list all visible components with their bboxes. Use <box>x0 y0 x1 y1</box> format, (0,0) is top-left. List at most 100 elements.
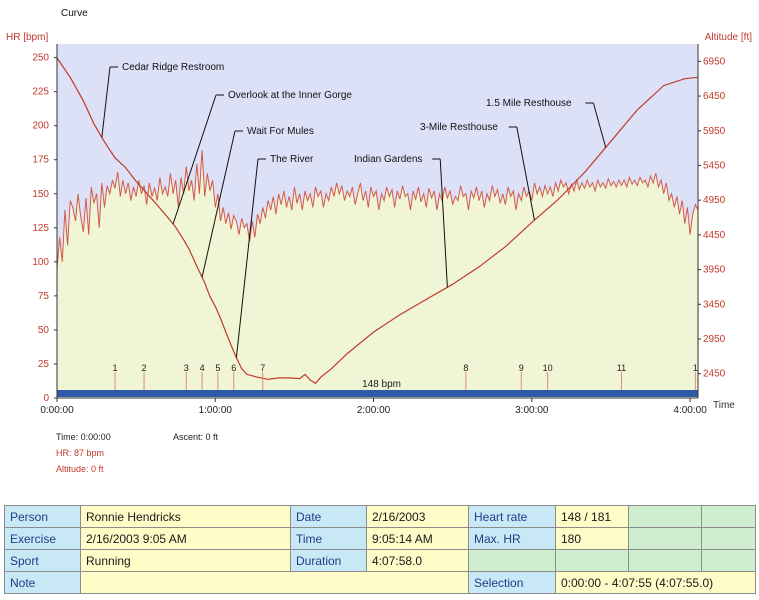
empty-cell <box>628 505 702 528</box>
empty-cell <box>555 549 629 572</box>
empty-cell <box>701 549 756 572</box>
y-right-label: Altitude [ft] <box>705 32 752 43</box>
lap-marker-label: 8 <box>463 363 468 373</box>
empty-cell <box>628 527 702 550</box>
lap-marker-label: 9 <box>519 363 524 373</box>
person-value: Ronnie Hendricks <box>80 505 291 528</box>
annotation-leader <box>201 130 236 278</box>
x-axis-label: Time <box>713 400 735 411</box>
lap-marker-label: 1 <box>693 363 698 373</box>
date-value: 2/16/2003 <box>366 505 469 528</box>
lap-marker-label: 6 <box>231 363 236 373</box>
annotation-leader <box>516 126 535 221</box>
chart-title: Curve <box>61 8 88 19</box>
hr-series <box>56 150 699 269</box>
time-tick-label: 2:00:00 <box>357 405 391 416</box>
max-hr-label: Max. HR <box>468 527 556 550</box>
hr-tick-label: 50 <box>38 325 50 336</box>
annotation-leader <box>101 66 111 138</box>
date-label: Date <box>290 505 367 528</box>
hr-tick-label: 125 <box>32 223 49 234</box>
hr-tick-label: 0 <box>43 393 49 404</box>
altitude-series <box>56 57 699 385</box>
exercise-value: 2/16/2003 9:05 AM <box>80 527 291 550</box>
lap-marker-label: 7 <box>260 363 265 373</box>
altitude-tick-label: 5950 <box>703 126 726 137</box>
lap-marker-label: 3 <box>184 363 189 373</box>
lap-marker-label: 10 <box>543 363 553 373</box>
altitude-tick-label: 4450 <box>703 230 726 241</box>
annotation-leader <box>439 158 448 288</box>
readout-time: Time: 0:00:00 <box>56 432 111 442</box>
hr-tick-label: 100 <box>32 257 49 268</box>
altitude-tick-label: 6450 <box>703 91 726 102</box>
annotation-label: Overlook at the Inner Gorge <box>228 90 352 101</box>
altitude-line <box>56 57 699 385</box>
time-tick-label: 0:00:00 <box>40 405 74 416</box>
altitude-tick-label: 4950 <box>703 195 726 206</box>
altitude-tick-label: 3950 <box>703 265 726 276</box>
lap-marker-label: 11 <box>617 363 626 373</box>
time-tick-label: 4:00:00 <box>673 405 707 416</box>
heart-rate-label: Heart rate <box>468 505 556 528</box>
exercise-info-table: Person Ronnie Hendricks Date 2/16/2003 H… <box>4 505 756 594</box>
annotation-label: 1.5 Mile Resthouse <box>486 98 572 109</box>
empty-cell <box>701 527 756 550</box>
hr-tick-label: 200 <box>32 121 49 132</box>
hr-tick-label: 175 <box>32 155 49 166</box>
annotation-label: Wait For Mules <box>247 126 314 137</box>
annotation-label: The River <box>270 154 314 165</box>
average-hr-label: 148 bpm <box>362 379 401 390</box>
time-tick-label: 3:00:00 <box>515 405 549 416</box>
hr-tick-label: 225 <box>32 87 49 98</box>
altitude-tick-label: 2450 <box>703 369 726 380</box>
person-label: Person <box>4 505 81 528</box>
sport-value: Running <box>80 549 291 572</box>
info-row: Exercise 2/16/2003 9:05 AM Time 9:05:14 … <box>4 527 756 550</box>
altitude-tick-label: 6950 <box>703 56 726 67</box>
hr-line <box>56 150 699 269</box>
hr-altitude-chart: 148 bpm 1 2 3 4 5 6 7 8 9 10 11 1 Cedar Ridge Restr… <box>6 8 752 416</box>
exercise-label: Exercise <box>4 527 81 550</box>
selection-label: Selection <box>468 571 556 594</box>
axis-ticks: 0255075100125150175200225250245029503450… <box>32 53 725 416</box>
altitude-area-fill <box>57 150 698 398</box>
hr-tick-label: 75 <box>38 291 50 302</box>
duration-value: 4:07:58.0 <box>366 549 469 572</box>
annotation-label: Indian Gardens <box>354 154 422 165</box>
info-row: Note Selection 0:00:00 - 4:07:55 (4:07:5… <box>4 571 756 594</box>
empty-cell <box>468 549 556 572</box>
time-value: 9:05:14 AM <box>366 527 469 550</box>
heart-rate-value: 148 / 181 <box>555 505 629 528</box>
hr-tick-label: 25 <box>38 359 50 370</box>
annotation-label: 3-Mile Resthouse <box>420 122 498 133</box>
lap-marker-label: 2 <box>142 363 147 373</box>
empty-cell <box>701 505 756 528</box>
max-hr-value: 180 <box>555 527 629 550</box>
annotation-leader <box>592 102 607 148</box>
empty-cell <box>628 549 702 572</box>
duration-label: Duration <box>290 549 367 572</box>
hr-tick-label: 150 <box>32 189 49 200</box>
sport-label: Sport <box>4 549 81 572</box>
average-hr-bar <box>57 390 698 397</box>
lap-marker-label: 4 <box>200 363 205 373</box>
readout-altitude: Altitude: 0 ft <box>56 464 104 474</box>
selection-value: 0:00:00 - 4:07:55 (4:07:55.0) <box>555 571 756 594</box>
y-left-label: HR [bpm] <box>6 32 48 43</box>
altitude-tick-label: 2950 <box>703 334 726 345</box>
note-label: Note <box>4 571 81 594</box>
lap-markers: 1 2 3 4 5 6 7 8 9 10 11 1 <box>113 363 698 390</box>
annotations: Cedar Ridge Restroom Overlook at the Inne… <box>101 62 607 358</box>
lap-marker-label: 5 <box>215 363 220 373</box>
annotation-leader <box>235 158 259 358</box>
altitude-tick-label: 3450 <box>703 299 726 310</box>
info-row: Sport Running Duration 4:07:58.0 <box>4 549 756 572</box>
altitude-tick-label: 5450 <box>703 160 726 171</box>
annotation-leader <box>172 94 217 225</box>
readout-hr: HR: 87 bpm <box>56 448 105 458</box>
time-tick-label: 1:00:00 <box>199 405 233 416</box>
readout-ascent: Ascent: 0 ft <box>173 432 219 442</box>
lap-marker-label: 1 <box>113 363 118 373</box>
info-row: Person Ronnie Hendricks Date 2/16/2003 H… <box>4 505 756 528</box>
